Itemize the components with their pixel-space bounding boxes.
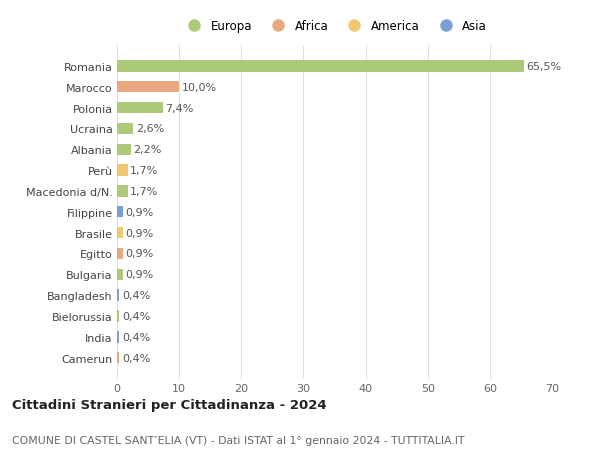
Text: 0,4%: 0,4% — [122, 311, 150, 321]
Text: 2,6%: 2,6% — [136, 124, 164, 134]
Text: Cittadini Stranieri per Cittadinanza - 2024: Cittadini Stranieri per Cittadinanza - 2… — [12, 398, 326, 411]
Text: 65,5%: 65,5% — [527, 62, 562, 72]
Text: 0,4%: 0,4% — [122, 353, 150, 363]
Bar — [117, 352, 119, 364]
Text: 1,7%: 1,7% — [130, 166, 158, 176]
Text: 0,9%: 0,9% — [125, 207, 154, 217]
Bar — [117, 290, 119, 301]
Text: 1,7%: 1,7% — [130, 186, 158, 196]
Bar — [117, 311, 119, 322]
Text: 10,0%: 10,0% — [182, 83, 217, 93]
Bar — [117, 82, 179, 93]
Text: 0,4%: 0,4% — [122, 332, 150, 342]
Bar — [117, 227, 122, 239]
Legend: Europa, Africa, America, Asia: Europa, Africa, America, Asia — [178, 15, 491, 38]
Text: 0,9%: 0,9% — [125, 270, 154, 280]
Bar — [117, 331, 119, 343]
Bar — [117, 123, 133, 135]
Bar — [117, 269, 122, 280]
Text: 0,4%: 0,4% — [122, 291, 150, 301]
Text: 0,9%: 0,9% — [125, 228, 154, 238]
Bar — [117, 61, 524, 73]
Bar — [117, 103, 163, 114]
Bar — [117, 248, 122, 260]
Bar — [117, 186, 128, 197]
Text: COMUNE DI CASTEL SANT’ELIA (VT) - Dati ISTAT al 1° gennaio 2024 - TUTTITALIA.IT: COMUNE DI CASTEL SANT’ELIA (VT) - Dati I… — [12, 435, 464, 445]
Text: 2,2%: 2,2% — [133, 145, 161, 155]
Bar — [117, 207, 122, 218]
Bar — [117, 165, 128, 176]
Text: 7,4%: 7,4% — [166, 103, 194, 113]
Text: 0,9%: 0,9% — [125, 249, 154, 259]
Bar — [117, 144, 131, 156]
